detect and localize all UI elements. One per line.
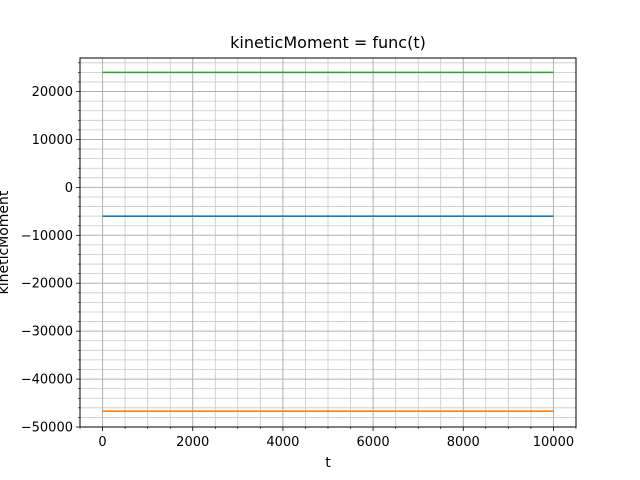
y-tick-label: −40000: [21, 373, 73, 388]
chart-title: kineticMoment = func(t): [230, 33, 426, 52]
y-tick-label: 20000: [32, 85, 73, 100]
x-tick-label: 10000: [533, 435, 574, 450]
x-axis-label: t: [325, 455, 331, 471]
y-tick-label: 10000: [32, 133, 73, 148]
x-tick-label: 2000: [176, 435, 209, 450]
series-lines: [102, 71, 554, 412]
y-tick-label: −20000: [21, 277, 73, 292]
x-tick-label: 0: [98, 435, 106, 450]
grid: [79, 58, 577, 428]
x-tick-label: 4000: [266, 435, 299, 450]
y-tick-label: −30000: [21, 325, 73, 340]
y-axis-label: kineticMoment: [0, 190, 12, 294]
y-tick-label: −50000: [21, 421, 73, 436]
x-tick-label: 6000: [357, 435, 390, 450]
y-tick-label: −10000: [21, 229, 73, 244]
x-tick-label: 8000: [447, 435, 480, 450]
ticks: 0 2000 4000 6000 8000 10000 −50000 −40000 −30000…: [21, 62, 577, 450]
y-tick-label: 0: [65, 181, 73, 196]
